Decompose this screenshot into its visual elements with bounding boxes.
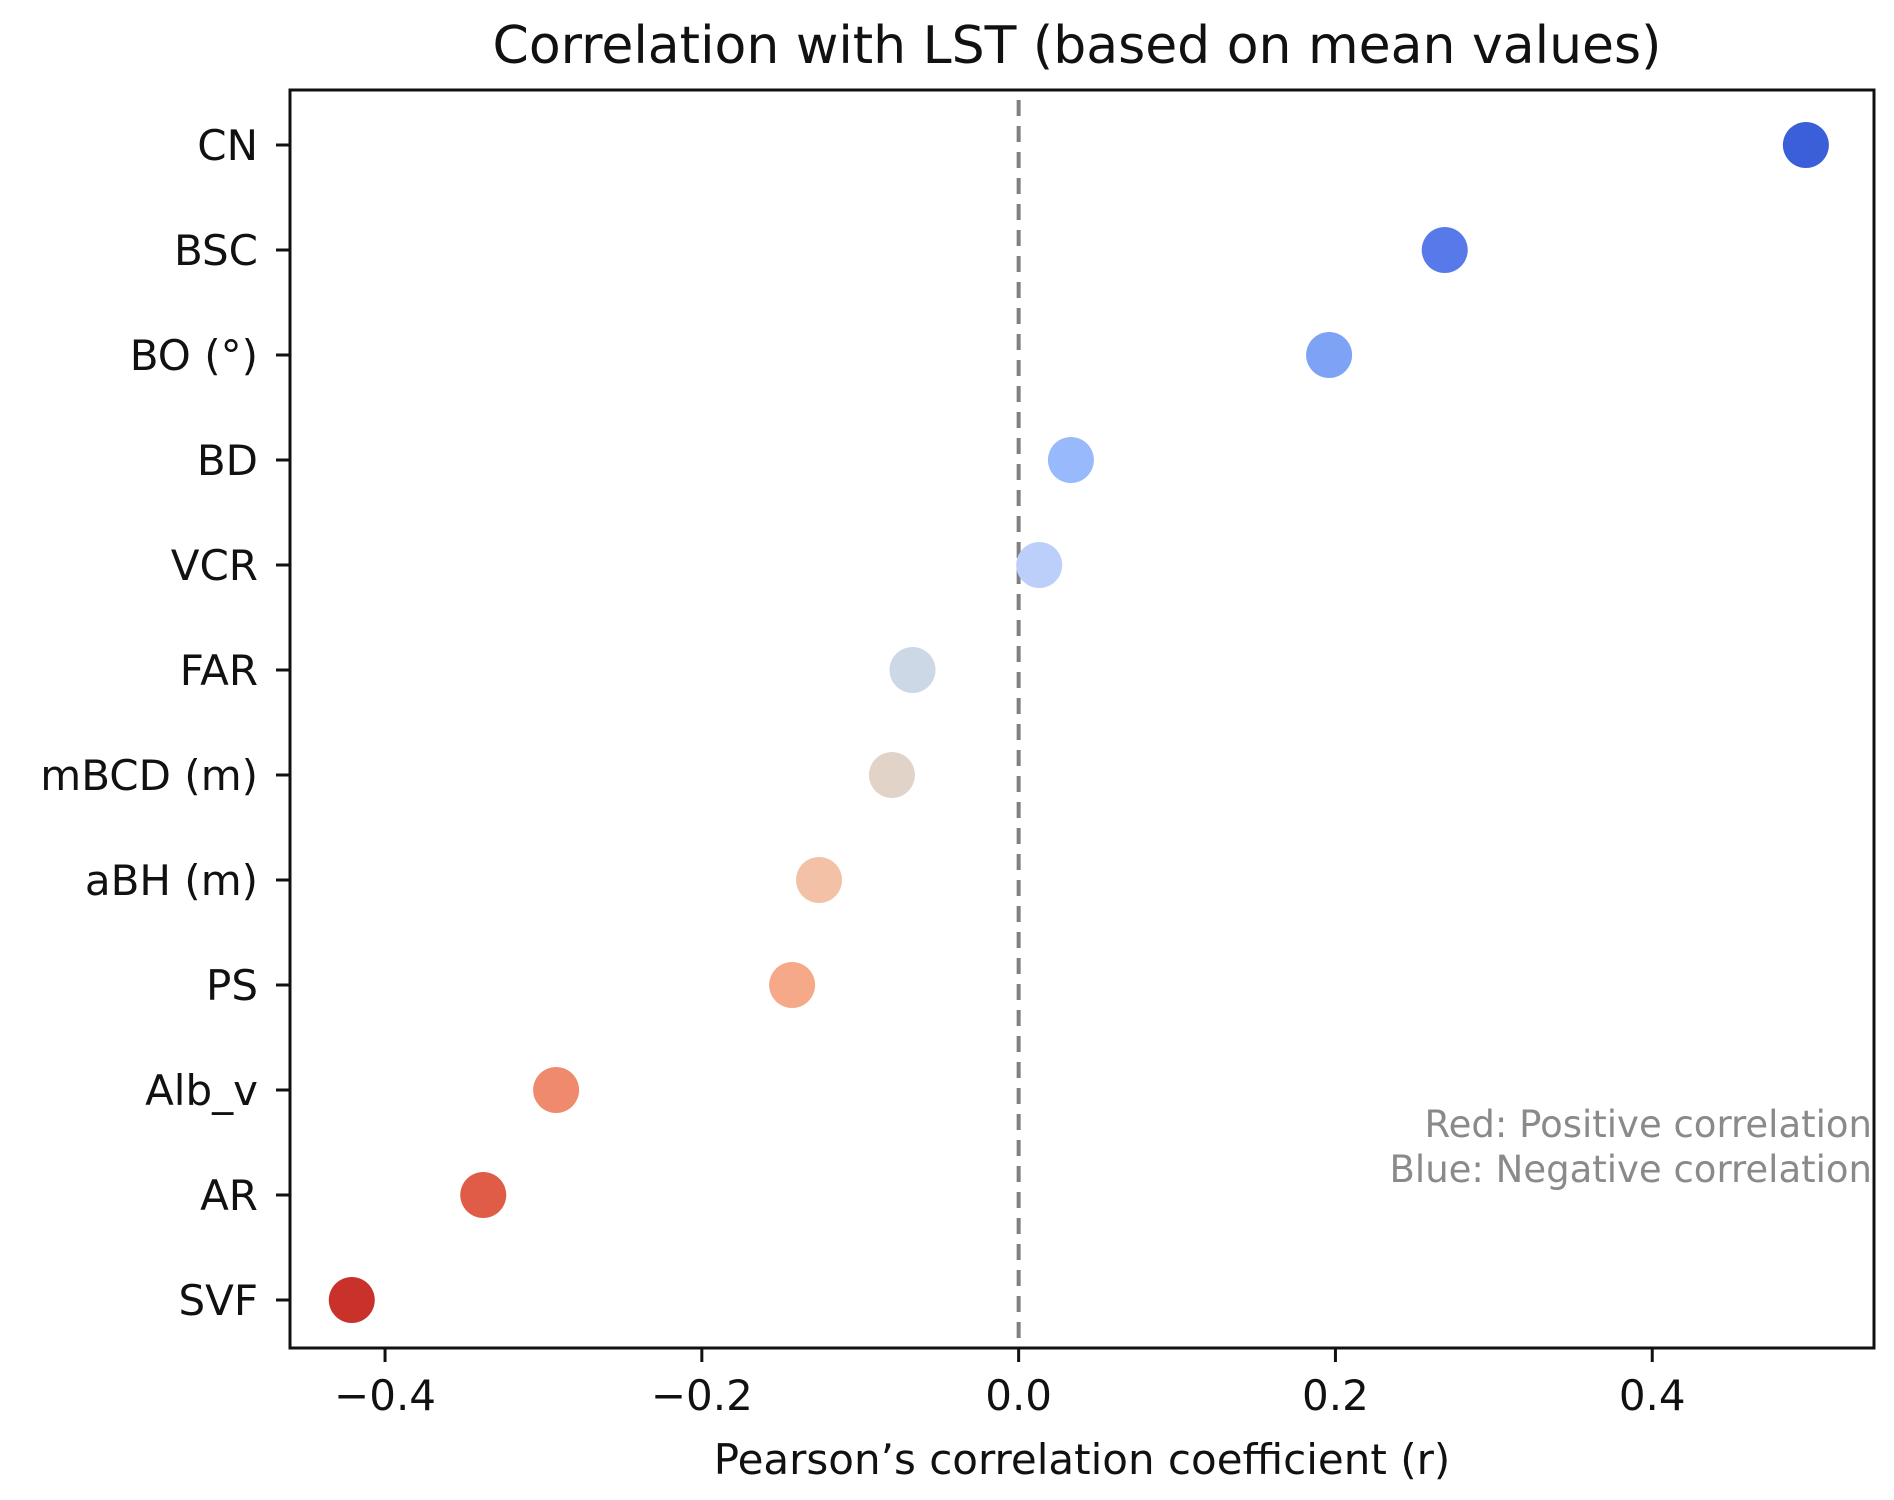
data-point — [889, 647, 936, 693]
y-axis: CN BSC BO (°) BD VCR FAR mBCD (m) aBH (m) PS Alb_… — [40, 121, 290, 1325]
plot-frame — [288, 88, 1876, 1350]
x-axis-label: Pearson’s correlation coefficient (r) — [714, 1435, 1450, 1484]
annotation-negative: Blue: Negative correlation — [1390, 1148, 1872, 1191]
data-point — [1016, 542, 1063, 588]
data-point — [1306, 332, 1353, 378]
x-tick-label: −0.4 — [334, 1371, 436, 1420]
x-axis: −0.4 −0.2 0.0 0.2 0.4 — [334, 1348, 1686, 1420]
data-point — [1421, 227, 1468, 273]
data-points — [328, 122, 1829, 1323]
x-tick-label: 0.4 — [1619, 1371, 1686, 1420]
y-tick-label: CN — [197, 121, 258, 170]
y-tick-label: aBH (m) — [85, 856, 258, 905]
x-tick-label: −0.2 — [651, 1371, 753, 1420]
y-tick-label: AR — [200, 1171, 258, 1220]
data-point — [1047, 437, 1094, 483]
data-point — [328, 1277, 375, 1323]
chart-title: Correlation with LST (based on mean valu… — [493, 16, 1662, 76]
annotation-positive: Red: Positive correlation — [1425, 1103, 1872, 1146]
y-tick-label: VCR — [171, 541, 258, 590]
y-tick-label: Alb_v — [145, 1066, 258, 1115]
data-point — [868, 752, 915, 798]
y-tick-label: FAR — [180, 646, 258, 695]
x-tick-label: 0.2 — [1302, 1371, 1369, 1420]
x-tick-label: 0.0 — [985, 1371, 1052, 1420]
y-tick-label: BO (°) — [130, 331, 258, 380]
data-point — [460, 1172, 507, 1218]
data-point — [1782, 122, 1829, 168]
y-tick-label: mBCD (m) — [40, 751, 258, 800]
data-point — [796, 857, 843, 903]
y-tick-label: BD — [197, 436, 258, 485]
data-point — [533, 1067, 580, 1113]
y-tick-label: PS — [206, 961, 258, 1010]
y-tick-label: SVF — [178, 1276, 258, 1325]
y-tick-label: BSC — [174, 226, 258, 275]
data-point — [769, 962, 816, 1008]
